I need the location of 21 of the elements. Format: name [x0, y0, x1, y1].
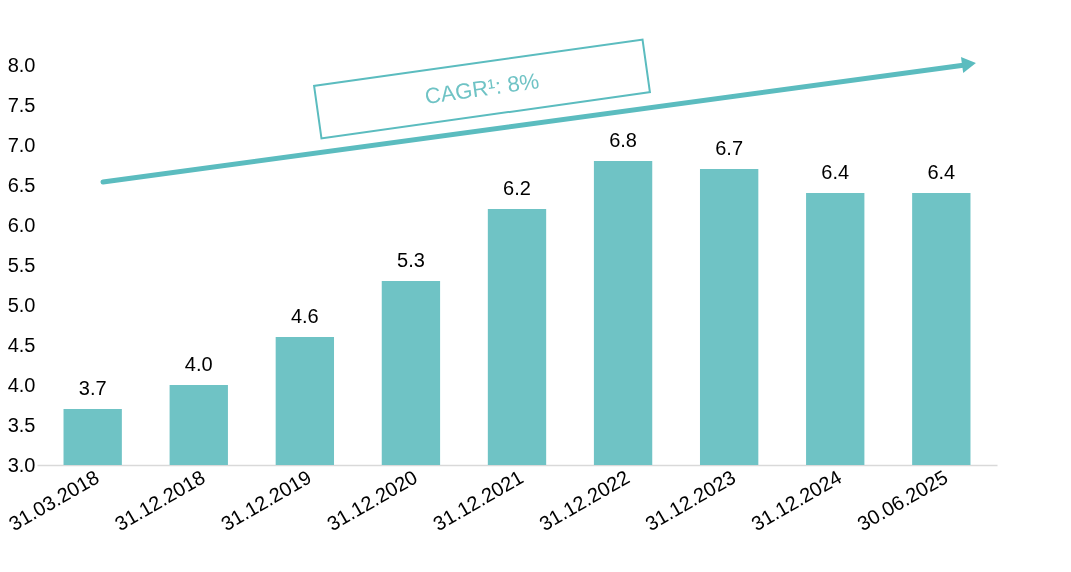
- data-label: 4.6: [290, 305, 319, 327]
- y-tick-label: 8.0: [7, 53, 36, 76]
- data-label: 6.7: [715, 137, 744, 159]
- data-label: 6.2: [503, 177, 531, 199]
- data-label: 6.4: [821, 161, 850, 183]
- y-tick-label: 4.5: [7, 333, 36, 356]
- y-tick-label: 6.5: [7, 173, 36, 196]
- annotation: CAGR¹: 8%: [423, 68, 541, 109]
- y-tick-label: 5.0: [7, 293, 36, 316]
- data-label: 5.3: [397, 249, 425, 271]
- y-tick-label: 3.5: [7, 413, 36, 436]
- y-tick-label: 7.5: [7, 93, 36, 116]
- data-label: 6.8: [609, 129, 637, 151]
- y-tick-label: 7.0: [7, 133, 36, 156]
- data-label: 6.4: [927, 161, 956, 183]
- y-tick-label: 6.0: [7, 213, 36, 236]
- y-tick-label: 5.5: [7, 253, 36, 276]
- y-tick-label: 3.0: [7, 453, 36, 476]
- data-label: 3.7: [78, 377, 107, 399]
- y-tick-label: 4.0: [7, 373, 36, 396]
- data-label: 4.0: [184, 353, 213, 375]
